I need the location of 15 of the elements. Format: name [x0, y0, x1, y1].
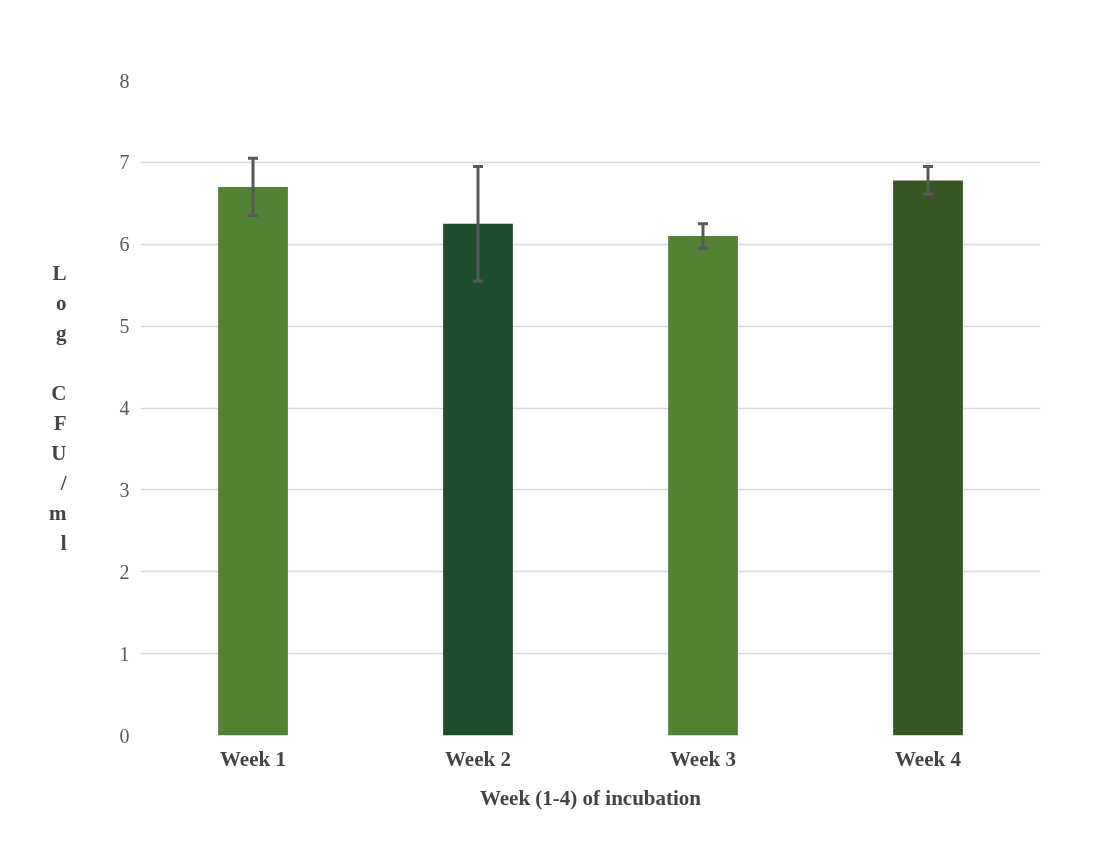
y-tick-label: 4	[119, 397, 130, 419]
y-tick-label: 0	[119, 724, 130, 747]
y-tick-label: 2	[119, 560, 130, 583]
x-tick-label: Week 4	[895, 746, 962, 771]
y-tick-label: 5	[119, 315, 130, 338]
y-tick-label: 7	[119, 151, 130, 174]
x-tick-label: Week 1	[220, 746, 286, 771]
x-tick-label: Week 2	[445, 746, 511, 771]
y-tick-label: 3	[119, 478, 130, 501]
x-tick-label: Week 3	[670, 746, 736, 771]
y-tick-label: 1	[119, 642, 130, 665]
text: Log CFU/ml	[49, 261, 67, 555]
x-axis-title: Week (1-4) of incubation	[479, 785, 702, 810]
y-tick-label: 6	[119, 233, 130, 256]
y-tick-label: 8	[119, 69, 130, 92]
